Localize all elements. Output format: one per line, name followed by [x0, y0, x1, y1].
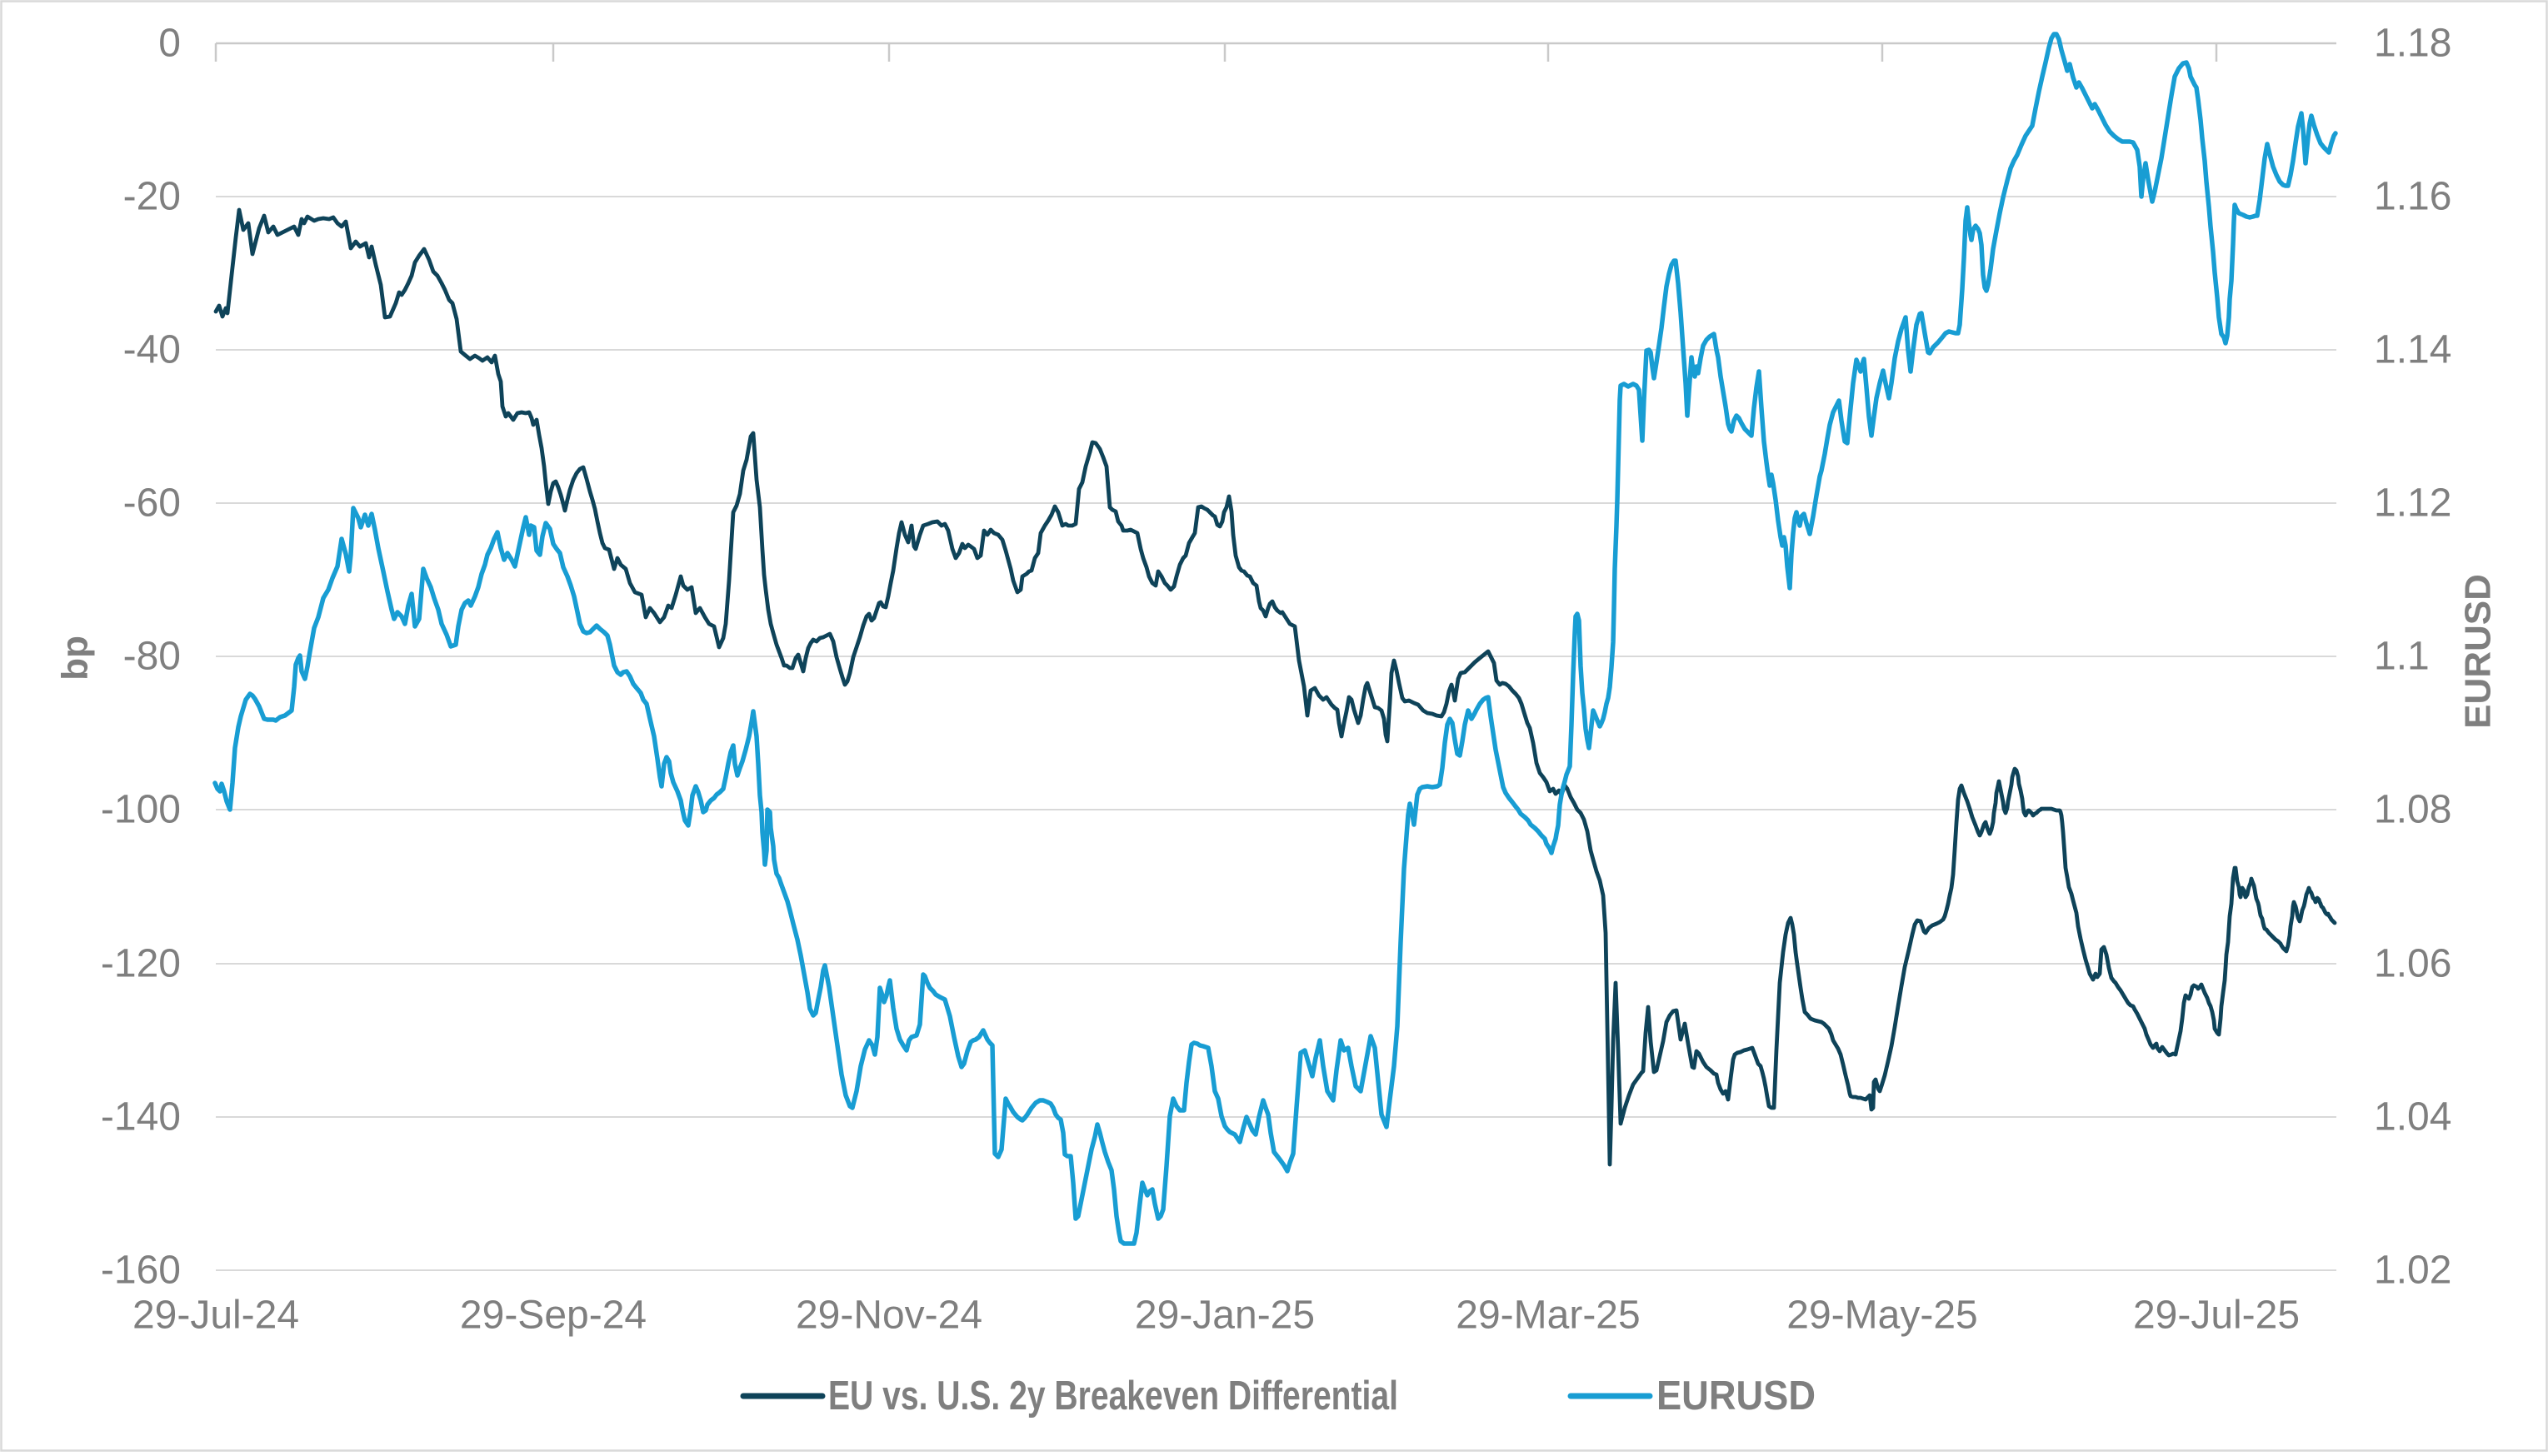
svg-text:1.06: 1.06: [2374, 942, 2451, 986]
svg-text:EURUSD: EURUSD: [2458, 574, 2499, 729]
svg-text:29-Jul-25: 29-Jul-25: [2133, 1294, 2300, 1338]
svg-text:1.18: 1.18: [2374, 22, 2451, 66]
svg-text:29-Nov-24: 29-Nov-24: [796, 1294, 982, 1338]
svg-text:EURUSD: EURUSD: [1656, 1374, 1816, 1419]
svg-text:-160: -160: [101, 1249, 181, 1293]
svg-text:EU vs. U.S. 2y Breakeven Diffe: EU vs. U.S. 2y Breakeven Differential: [828, 1374, 1398, 1419]
svg-text:-20: -20: [123, 175, 181, 219]
svg-text:-60: -60: [123, 481, 181, 526]
svg-text:-80: -80: [123, 635, 181, 679]
svg-text:1.02: 1.02: [2374, 1249, 2451, 1293]
svg-text:29-Jan-25: 29-Jan-25: [1135, 1294, 1315, 1338]
svg-text:1.12: 1.12: [2374, 481, 2451, 526]
svg-text:1.04: 1.04: [2374, 1095, 2451, 1139]
svg-text:29-Jul-24: 29-Jul-24: [132, 1294, 299, 1338]
svg-text:29-May-25: 29-May-25: [1786, 1294, 1977, 1338]
svg-text:-40: -40: [123, 328, 181, 372]
svg-text:1.16: 1.16: [2374, 175, 2451, 219]
svg-text:-120: -120: [101, 942, 181, 986]
svg-text:1.1: 1.1: [2374, 635, 2430, 679]
svg-text:bp: bp: [55, 636, 96, 681]
svg-text:29-Sep-24: 29-Sep-24: [460, 1294, 647, 1338]
svg-text:1.14: 1.14: [2374, 328, 2451, 372]
svg-text:0: 0: [158, 22, 181, 66]
svg-text:-140: -140: [101, 1095, 181, 1139]
svg-text:1.08: 1.08: [2374, 788, 2451, 832]
svg-text:29-Mar-25: 29-Mar-25: [1456, 1294, 1640, 1338]
svg-text:-100: -100: [101, 788, 181, 832]
